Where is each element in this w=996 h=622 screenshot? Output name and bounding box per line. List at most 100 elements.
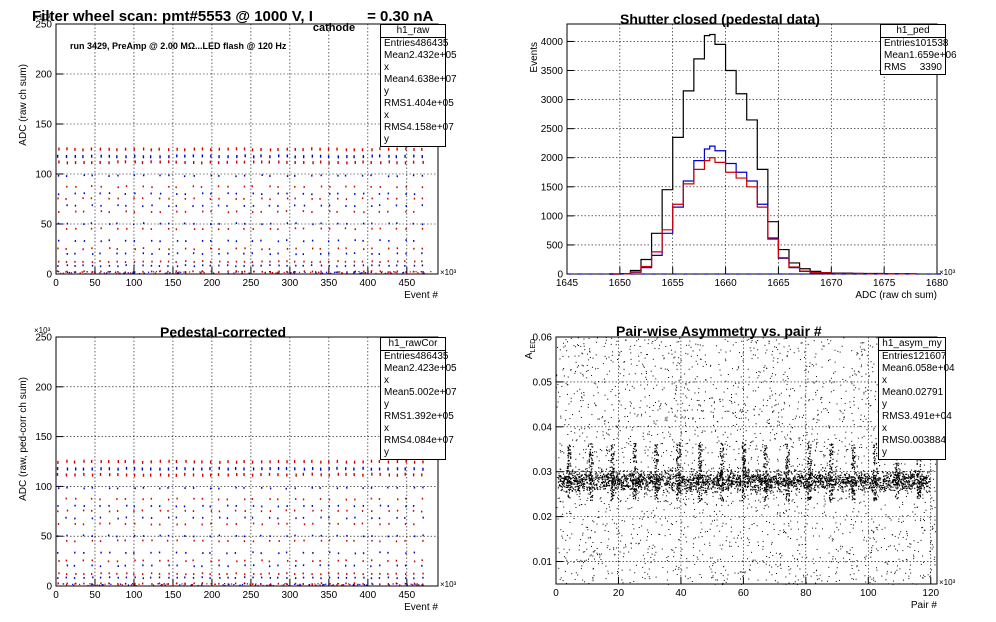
raw-point bbox=[218, 222, 220, 225]
raw-point bbox=[218, 248, 220, 251]
rawcor-point bbox=[124, 583, 127, 585]
asym-point bbox=[685, 384, 687, 386]
asym-point bbox=[835, 571, 837, 573]
asym-point bbox=[756, 459, 758, 461]
asym-point bbox=[612, 482, 614, 484]
asym-point bbox=[832, 558, 834, 560]
asym-point bbox=[906, 495, 908, 497]
asym-point bbox=[732, 344, 734, 346]
asym-point bbox=[622, 462, 624, 464]
asym-point bbox=[725, 351, 727, 353]
asym-point bbox=[893, 545, 895, 547]
rawcor-point bbox=[295, 560, 297, 562]
asym-point bbox=[582, 519, 584, 521]
asym-point bbox=[931, 569, 933, 571]
asym-point bbox=[879, 479, 881, 481]
raw-point bbox=[278, 272, 280, 274]
asym-point bbox=[596, 548, 598, 550]
asym-point bbox=[581, 396, 583, 398]
asym-point bbox=[637, 338, 639, 340]
asym-point bbox=[559, 578, 561, 580]
asym-point bbox=[923, 561, 925, 563]
raw-point bbox=[210, 148, 212, 152]
asym-point bbox=[866, 429, 868, 431]
asym-point bbox=[758, 499, 760, 501]
raw-point bbox=[396, 247, 399, 250]
asym-point bbox=[589, 537, 591, 539]
asym-point bbox=[688, 478, 690, 480]
asym-point bbox=[675, 389, 677, 391]
raw-point bbox=[75, 271, 77, 273]
asym-point bbox=[794, 502, 796, 504]
asym-point bbox=[812, 440, 814, 442]
rawcor-point bbox=[362, 535, 365, 538]
raw-point bbox=[339, 271, 341, 273]
asym-point bbox=[831, 382, 833, 384]
asym-point bbox=[561, 450, 563, 452]
asym-point bbox=[589, 555, 591, 557]
raw-point bbox=[93, 271, 95, 273]
asym-point bbox=[647, 354, 649, 356]
rawcor-point bbox=[268, 565, 271, 568]
asym-point bbox=[934, 519, 936, 521]
asym-point bbox=[746, 482, 748, 484]
raw-point bbox=[379, 186, 382, 188]
asym-point bbox=[694, 392, 696, 394]
rawcor-point bbox=[363, 576, 365, 579]
asym-point bbox=[838, 449, 840, 451]
asym-point bbox=[661, 455, 663, 457]
asym-point bbox=[558, 478, 560, 480]
raw-point bbox=[151, 186, 153, 189]
raw-point bbox=[151, 260, 153, 263]
asym-point bbox=[832, 538, 834, 540]
asym-point bbox=[743, 460, 745, 462]
asym-point bbox=[575, 466, 577, 468]
asym-point bbox=[691, 409, 693, 411]
rawcor-point bbox=[395, 559, 398, 562]
asym-point bbox=[827, 487, 829, 489]
raw-point bbox=[192, 270, 194, 273]
rawcor-point bbox=[117, 473, 119, 477]
asym-point bbox=[596, 436, 598, 438]
raw-point bbox=[260, 210, 262, 213]
rawcor-y-tick-label: 250 bbox=[35, 333, 52, 344]
raw-point bbox=[91, 204, 94, 207]
asym-point bbox=[751, 456, 753, 458]
asym-point bbox=[668, 528, 670, 530]
asym-point bbox=[860, 474, 863, 477]
asym-point bbox=[835, 438, 837, 440]
asym-x-tick-label: 20 bbox=[613, 588, 625, 599]
asym-point bbox=[719, 471, 722, 474]
asym-point bbox=[664, 535, 666, 537]
asym-point bbox=[770, 381, 772, 383]
asym-point bbox=[670, 407, 672, 409]
asym-point bbox=[603, 420, 605, 422]
raw-point bbox=[285, 210, 288, 213]
raw-point bbox=[84, 272, 86, 275]
raw-point bbox=[420, 271, 422, 273]
asym-point bbox=[616, 488, 618, 490]
raw-point bbox=[381, 271, 383, 273]
asym-point bbox=[815, 353, 817, 355]
rawcor-point bbox=[302, 564, 305, 567]
asym-point bbox=[608, 434, 610, 436]
asym-point bbox=[624, 447, 626, 449]
asym-point bbox=[596, 456, 598, 458]
raw-point bbox=[277, 210, 279, 213]
asym-point bbox=[615, 472, 617, 474]
asym-point bbox=[896, 565, 898, 567]
asym-point bbox=[659, 404, 661, 406]
raw-point bbox=[387, 175, 390, 178]
asym-point bbox=[719, 530, 721, 532]
asym-point bbox=[616, 523, 618, 525]
raw-point bbox=[319, 160, 322, 164]
rawcor-point bbox=[320, 534, 322, 537]
asym-point bbox=[678, 539, 680, 541]
raw-point bbox=[367, 271, 369, 273]
asym-point bbox=[648, 431, 650, 433]
raw-point bbox=[81, 271, 83, 273]
raw-point bbox=[412, 174, 415, 177]
rawcor-x-tick-label: 100 bbox=[126, 590, 143, 601]
asym-point bbox=[608, 450, 610, 452]
raw-point bbox=[264, 271, 266, 274]
